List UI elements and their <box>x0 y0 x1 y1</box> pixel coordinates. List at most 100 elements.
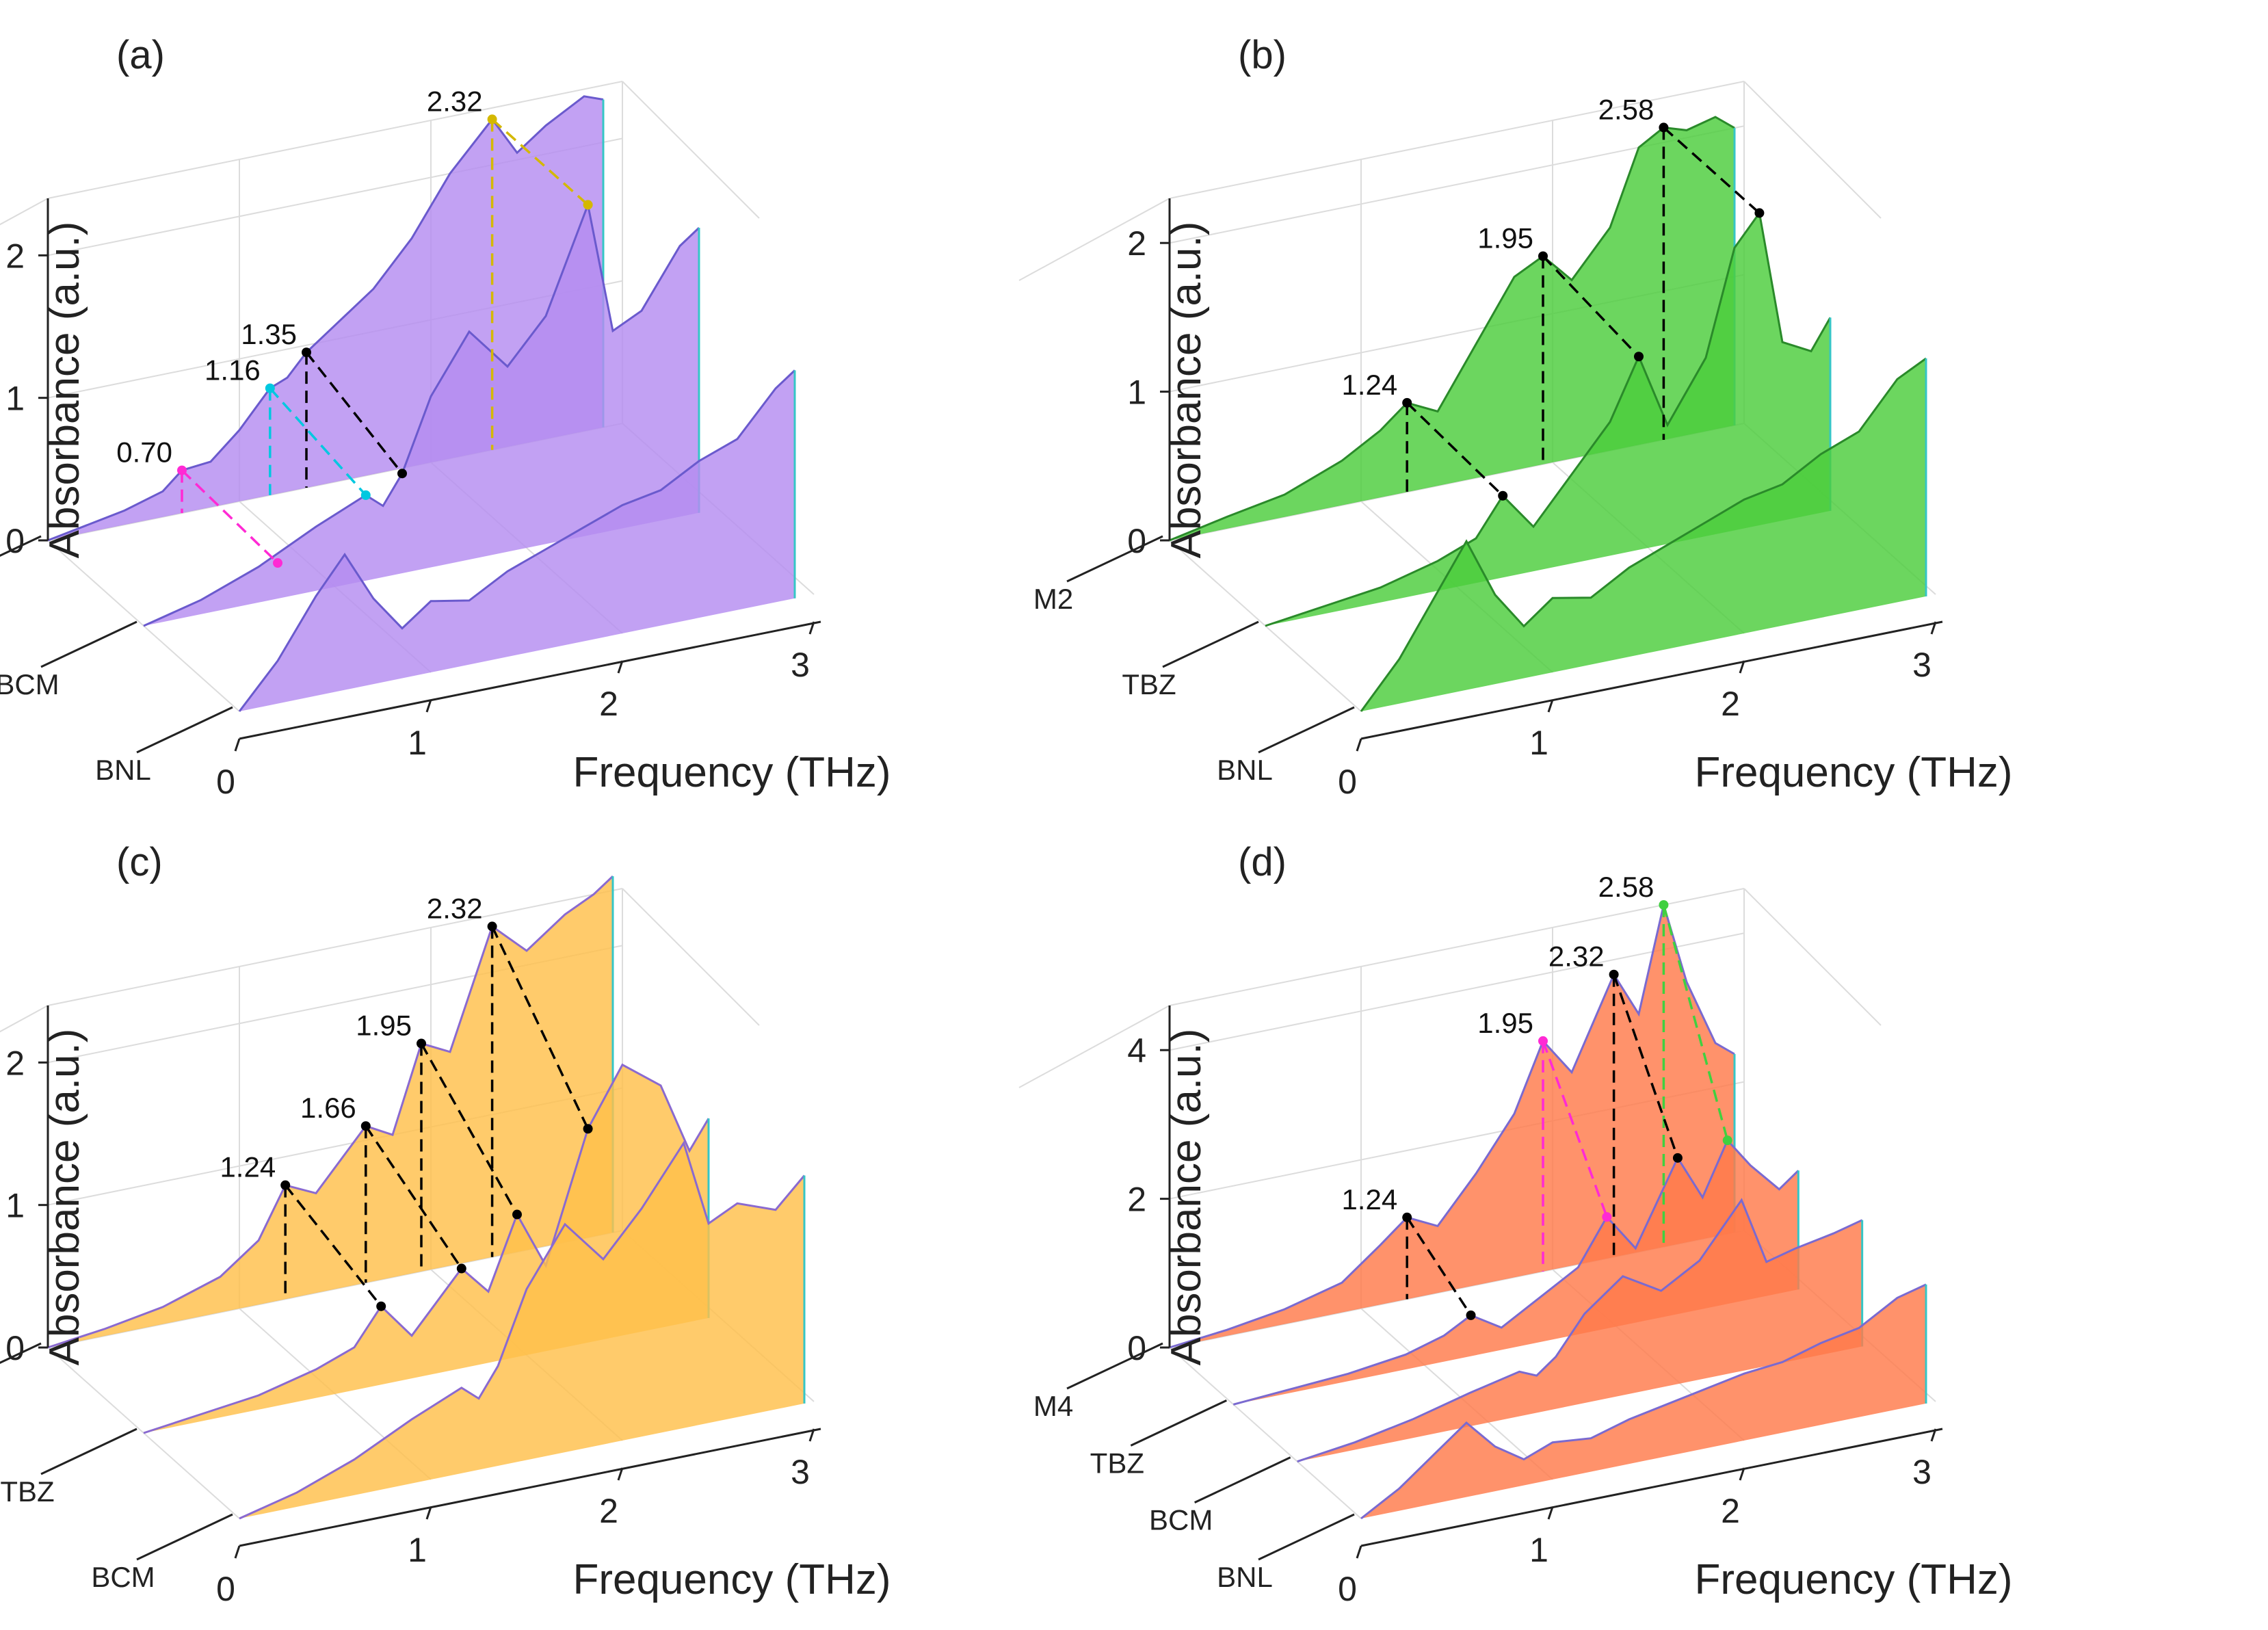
annotation: 2.32 <box>427 85 593 450</box>
category-tick <box>136 1513 233 1561</box>
annotation-arrow-line <box>491 118 589 206</box>
z-tick-label: 0 <box>5 522 25 560</box>
annotation-arrow-line <box>1406 402 1504 497</box>
category-label: BCM <box>0 668 60 700</box>
annotation: 1.16 <box>205 354 371 500</box>
annotation-arrowhead <box>1659 899 1669 910</box>
annotation: 1.35 <box>241 318 407 488</box>
x-axis-title: Frequency (THz) <box>1694 1556 2012 1603</box>
panel-c: 2.321.951.661.240120123M3TBZBCM(c)Absorb… <box>0 814 1135 1621</box>
x-tick <box>234 738 241 752</box>
series-area <box>1297 1200 1862 1462</box>
x-tick <box>1739 660 1745 674</box>
category-label: M4 <box>1033 1390 1073 1422</box>
annotation: 1.95 <box>1477 222 1644 464</box>
series-line <box>143 200 700 627</box>
category-tick <box>1066 1342 1163 1390</box>
x-tick <box>425 1506 432 1520</box>
grid-line <box>47 81 623 199</box>
x-axis-title: Frequency (THz) <box>572 749 891 796</box>
series-area <box>48 876 613 1348</box>
x-tick-label: 1 <box>1529 1531 1548 1569</box>
series-line <box>1169 116 1735 542</box>
category-tick <box>136 706 233 754</box>
series-line <box>1232 1138 1799 1406</box>
annotation-label: 1.16 <box>205 354 261 386</box>
annotation-arrow-line <box>1612 974 1679 1159</box>
annotation-arrow-line <box>284 1184 382 1307</box>
annotation: 2.58 <box>1598 93 1765 440</box>
grid-line <box>0 198 49 226</box>
series-BNL <box>1360 357 1927 712</box>
x-axis-title: Frequency (THz) <box>572 1556 891 1603</box>
annotation-arrowhead <box>1659 122 1669 133</box>
annotation: 1.66 <box>300 1092 466 1283</box>
series-line <box>1360 1283 1927 1520</box>
z-tick-label: 2 <box>5 1044 25 1082</box>
y-axis-title: Absorbance (a.u.) <box>41 1029 88 1366</box>
annotation-arrowhead <box>583 200 593 210</box>
category-tick <box>1130 1399 1227 1447</box>
series-area <box>239 370 795 711</box>
annotation: 2.32 <box>427 892 593 1257</box>
z-tick-label: 0 <box>1127 1329 1146 1367</box>
category-tick <box>1162 620 1259 668</box>
annotation-arrowhead <box>360 490 371 500</box>
series-area <box>1170 904 1735 1348</box>
grid-line <box>1169 81 1745 199</box>
annotation-arrowhead <box>1602 1212 1612 1222</box>
y-axis-title: Absorbance (a.u.) <box>1163 1029 1210 1366</box>
annotation-arrowhead <box>1672 1153 1683 1163</box>
annotation-label: 2.32 <box>427 85 483 117</box>
series-line <box>143 1063 710 1434</box>
annotation-arrowhead <box>376 1301 386 1311</box>
annotation-arrowhead <box>487 114 497 124</box>
annotation-arrow-line <box>269 387 367 497</box>
x-axis <box>1360 620 1943 740</box>
annotation-label: 1.95 <box>1477 222 1533 254</box>
x-tick <box>1356 1545 1362 1559</box>
category-tick <box>1258 1513 1355 1561</box>
category-label: BNL <box>1217 1561 1273 1593</box>
annotation-arrow-line <box>1542 1040 1608 1218</box>
series-BNL <box>238 369 796 712</box>
category-tick <box>40 620 137 668</box>
annotation-label: 1.24 <box>220 1151 276 1183</box>
annotation-label: 1.95 <box>1477 1007 1533 1039</box>
grid-line <box>1169 1347 1362 1519</box>
series-line <box>1297 1198 1863 1463</box>
annotation-arrowhead <box>583 1124 593 1134</box>
x-tick-label: 0 <box>216 1570 235 1608</box>
grid-line <box>0 1005 49 1033</box>
grid-line <box>1018 198 1170 281</box>
panel-a: 2.321.351.160.700120123M1BCMBNL(a)Absorb… <box>0 7 1135 814</box>
x-tick-label: 2 <box>1721 1492 1740 1530</box>
series-BNL <box>1360 1283 1927 1520</box>
x-tick-label: 3 <box>1912 646 1931 684</box>
annotation-arrow-line <box>1662 904 1729 1141</box>
x-tick-label: 0 <box>1338 763 1357 801</box>
x-tick <box>617 660 624 674</box>
x-tick <box>1930 1428 1937 1442</box>
y-axis-title: Absorbance (a.u.) <box>41 222 88 559</box>
annotation-arrow-line <box>305 352 404 475</box>
category-label: BCM <box>91 1561 155 1593</box>
annotation-label: 1.95 <box>356 1010 412 1042</box>
annotation-label: 1.24 <box>1341 369 1397 401</box>
annotation: 2.32 <box>1548 941 1683 1257</box>
annotation-label: 1.24 <box>1341 1183 1397 1215</box>
annotation-label: 1.35 <box>241 318 297 350</box>
annotation-arrowhead <box>360 1121 371 1131</box>
x-tick <box>808 621 815 635</box>
x-axis <box>239 1428 821 1547</box>
category-label: TBZ <box>0 1475 54 1508</box>
panel-label: (c) <box>116 840 163 884</box>
category-label: TBZ <box>1122 668 1176 700</box>
annotation-arrowhead <box>417 1038 426 1049</box>
z-tick-label: 1 <box>1127 373 1146 412</box>
x-axis <box>1360 1428 1943 1547</box>
annotation-label: 0.70 <box>116 436 172 469</box>
annotation-label: 2.32 <box>427 892 483 924</box>
annotation-arrowhead <box>1722 1135 1732 1146</box>
